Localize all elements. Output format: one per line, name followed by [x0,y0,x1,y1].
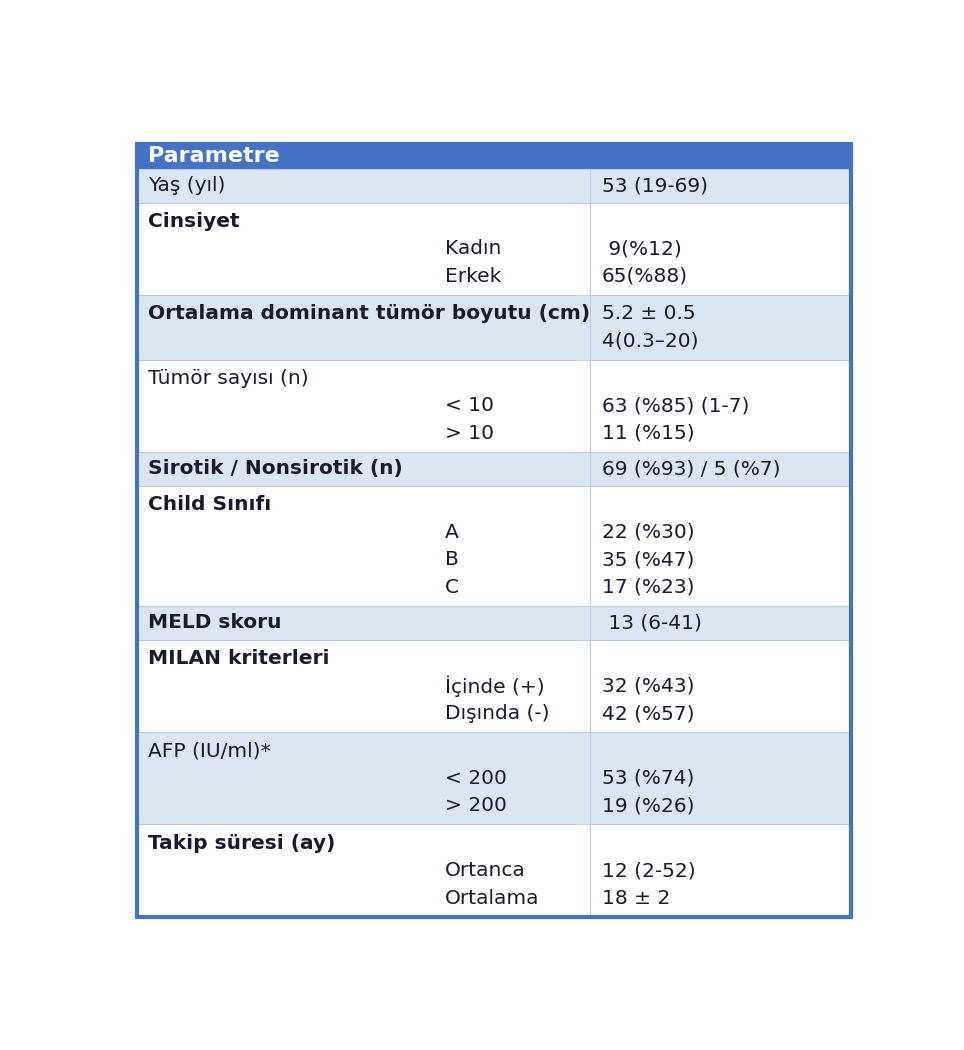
Bar [137,452,851,486]
Text: İçinde (+): İçinde (+) [444,675,544,697]
Text: 63 (%85) (1-7): 63 (%85) (1-7) [602,396,749,415]
Text: 65(%88): 65(%88) [602,267,687,286]
Text: 5.2 ± 0.5: 5.2 ± 0.5 [602,304,695,323]
Text: 4(0.3–20): 4(0.3–20) [602,332,698,351]
Text: Yaş (yıl): Yaş (yıl) [148,176,226,195]
Text: 53 (19-69): 53 (19-69) [602,176,708,195]
Bar [137,824,851,917]
Text: < 200: < 200 [444,769,506,788]
Text: C: C [444,578,459,596]
Text: B: B [444,550,458,569]
Text: AFP (IU/ml)*: AFP (IU/ml)* [148,741,271,760]
Text: 12 (2-52): 12 (2-52) [602,861,695,880]
Bar [137,732,851,824]
Text: 53 (%74): 53 (%74) [602,769,694,788]
Text: Kadın: Kadın [444,239,501,258]
Text: Ortalama: Ortalama [444,888,539,907]
Text: A: A [444,523,458,542]
Bar [137,359,851,452]
Text: 19 (%26): 19 (%26) [602,797,694,816]
Text: > 200: > 200 [444,797,506,816]
Text: 69 (%93) / 5 (%7): 69 (%93) / 5 (%7) [602,460,780,479]
Text: Parametre: Parametre [148,146,280,166]
Text: 22 (%30): 22 (%30) [602,523,694,542]
Bar [137,144,851,168]
Text: 35 (%47): 35 (%47) [602,550,694,569]
Text: Ortanca: Ortanca [444,861,525,880]
Text: MILAN kriterleri: MILAN kriterleri [148,649,330,668]
Text: 17 (%23): 17 (%23) [602,578,694,596]
Text: Sirotik / Nonsirotik (n): Sirotik / Nonsirotik (n) [148,460,403,479]
Text: 42 (%57): 42 (%57) [602,705,694,723]
Text: 11 (%15): 11 (%15) [602,424,694,443]
Text: Erkek: Erkek [444,267,501,286]
Text: 9(%12): 9(%12) [602,239,682,258]
Text: Child Sınıfı: Child Sınıfı [148,496,272,514]
Text: Tümör sayısı (n): Tümör sayısı (n) [148,369,308,387]
Bar [137,295,851,359]
Bar [137,640,851,732]
Bar [137,486,851,606]
Text: MELD skoru: MELD skoru [148,613,281,632]
Text: Ortalama dominant tümör boyutu (cm): Ortalama dominant tümör boyutu (cm) [148,304,590,323]
Bar [137,203,851,295]
Bar [137,606,851,640]
Text: Cinsiyet: Cinsiyet [148,212,240,231]
Bar [137,168,851,203]
Text: Dışında (-): Dışında (-) [444,705,549,723]
Text: Takip süresi (ay): Takip süresi (ay) [148,834,335,853]
Text: < 10: < 10 [444,396,494,415]
Text: 18 ± 2: 18 ± 2 [602,888,670,907]
Text: 32 (%43): 32 (%43) [602,676,694,696]
Text: 13 (6-41): 13 (6-41) [602,613,702,632]
Text: > 10: > 10 [444,424,494,443]
